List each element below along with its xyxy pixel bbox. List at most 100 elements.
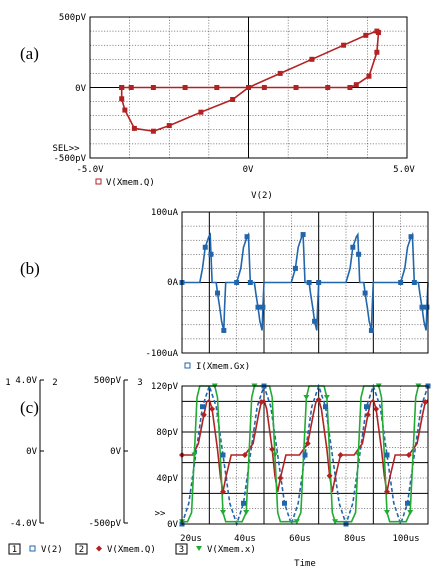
q-series-point — [246, 85, 251, 90]
q-series-point — [326, 472, 333, 479]
chart-a-hysteresis: 500pV 0V -500pV SEL>> -5.0V 0V 5.0V V(Xm… — [52, 13, 415, 188]
x-series-point — [355, 452, 362, 458]
legend-axis-3-box — [175, 543, 188, 555]
x-series-point — [407, 510, 414, 515]
q-series-point — [309, 56, 315, 62]
q-series-point — [209, 406, 216, 412]
chart-c-axis-1-tick-zero: 0V — [26, 447, 37, 457]
chart-b-legend: I(Xmem.Gx) — [184, 362, 250, 372]
chart-a-legend-label: V(Xmem.Q) — [106, 178, 155, 188]
x-series-point — [332, 519, 339, 525]
q-series-point — [200, 411, 207, 418]
gx-series-point — [419, 304, 425, 310]
chart-a-sel-marker: SEL>> — [52, 144, 80, 154]
q-series-point — [337, 452, 344, 458]
chart-a-ytick-top: 500pV — [59, 13, 87, 23]
q-series-point — [119, 85, 125, 90]
q-series-point — [214, 85, 220, 90]
x-series-point — [323, 395, 330, 400]
x-series-point — [220, 510, 226, 515]
q-series-point — [166, 123, 172, 129]
chart-b-markers — [179, 232, 430, 333]
chart-c-axis-3-tick-0: 0V — [167, 520, 178, 530]
gx-series-point — [221, 327, 227, 333]
chart-b-ytick-bottom: -100uA — [145, 349, 178, 359]
q-series-point — [293, 85, 299, 90]
v2-series-point — [364, 404, 369, 410]
chart-b-legend-label: I(Xmem.Gx) — [196, 362, 250, 372]
chart-c-xtick-20: 20us — [180, 534, 202, 544]
chart-c-xtick-100: 100us — [392, 534, 419, 544]
gx-series-point — [362, 290, 368, 296]
legend-label-x: V(Xmem.x) — [207, 545, 256, 555]
x-series-point — [303, 395, 310, 400]
q-series-point — [341, 42, 347, 48]
chart-c-transient: 1 4.0V 0V -4.0V 2 500pV 0V -500pV 3 120p… — [5, 376, 431, 569]
gx-series-point — [208, 251, 214, 257]
panel-label-b: (b) — [20, 259, 40, 278]
q-series-point — [230, 96, 236, 102]
legend-diamond-marker-icon — [96, 545, 102, 552]
q-series-point — [150, 85, 156, 90]
q-series-point — [150, 128, 156, 134]
chart-a-markers — [119, 28, 381, 134]
gx-series-point — [202, 244, 208, 250]
legend-square-marker-icon — [184, 362, 191, 369]
gx-series-point — [312, 318, 318, 324]
x-series-point — [243, 510, 250, 515]
q-series-point — [304, 440, 311, 447]
legend-axis-3-index: 3 — [179, 545, 184, 555]
q-series-point — [363, 32, 369, 38]
x-series-point — [191, 452, 198, 458]
chart-a-ytick-zero: 0V — [75, 84, 86, 94]
chart-c-axis-3-tick-80: 80pV — [156, 428, 178, 438]
gx-series-point — [255, 304, 261, 310]
chart-c-frame — [181, 385, 429, 525]
legend-triangle-marker-icon — [196, 546, 202, 551]
panel-label-c: (c) — [20, 398, 39, 417]
v2-series-point — [302, 452, 308, 458]
chart-a-xtick-mid: 0V — [243, 165, 254, 175]
gx-series-point — [260, 304, 266, 310]
chart-c-axis-2-index: 2 — [52, 378, 57, 388]
q-series-point — [241, 452, 248, 458]
q-series-point — [277, 70, 283, 76]
x-series-point — [271, 452, 278, 458]
v2-series-point — [241, 500, 246, 506]
q-series-point — [122, 107, 128, 113]
q-series-point — [220, 488, 226, 495]
gx-series-point — [398, 280, 404, 285]
chart-b-ytick-zero: 0A — [167, 278, 178, 288]
legend-axis-2-index: 2 — [79, 545, 84, 555]
chart-b-frame — [181, 211, 429, 354]
q-series-point — [131, 125, 137, 131]
legend-square-marker-icon — [29, 545, 36, 552]
q-series-point — [261, 85, 267, 90]
gx-series-point — [300, 232, 306, 238]
q-series-point — [384, 488, 390, 495]
v2-series-point — [282, 500, 287, 506]
chart-c-xtick-60: 60us — [289, 534, 311, 544]
chart-c-axis-3-tick-120: 120pV — [151, 382, 179, 392]
chart-c-axis-1-tick-bottom: -4.0V — [10, 519, 38, 529]
v2-series-point — [220, 452, 226, 458]
gx-series-point — [234, 280, 240, 285]
chart-a-series — [120, 30, 380, 133]
q-series-point — [269, 446, 276, 453]
chart-c-xtick-40: 40us — [234, 534, 256, 544]
chart-b-ytick-top: 100uA — [151, 208, 179, 218]
legend-square-marker-icon — [95, 178, 102, 185]
q-series-line — [120, 30, 380, 133]
gx-series-point — [292, 265, 298, 271]
q-series-point — [422, 399, 429, 406]
gx-series-point — [306, 280, 312, 285]
chart-c-axis-1-tick-top: 4.0V — [15, 376, 37, 386]
gx-series-point — [316, 280, 322, 285]
v2-series-point — [200, 404, 205, 410]
chart-c-axis-3-index: 3 — [137, 378, 142, 388]
legend-axis-1-index: 1 — [12, 545, 17, 555]
legend-label-q: V(Xmem.Q) — [107, 545, 156, 555]
chart-c-axis-2-tick-bottom: -500pV — [88, 519, 121, 529]
q-series-point — [315, 396, 322, 403]
chart-c-axis-3-tick-40: 40pV — [156, 474, 178, 484]
